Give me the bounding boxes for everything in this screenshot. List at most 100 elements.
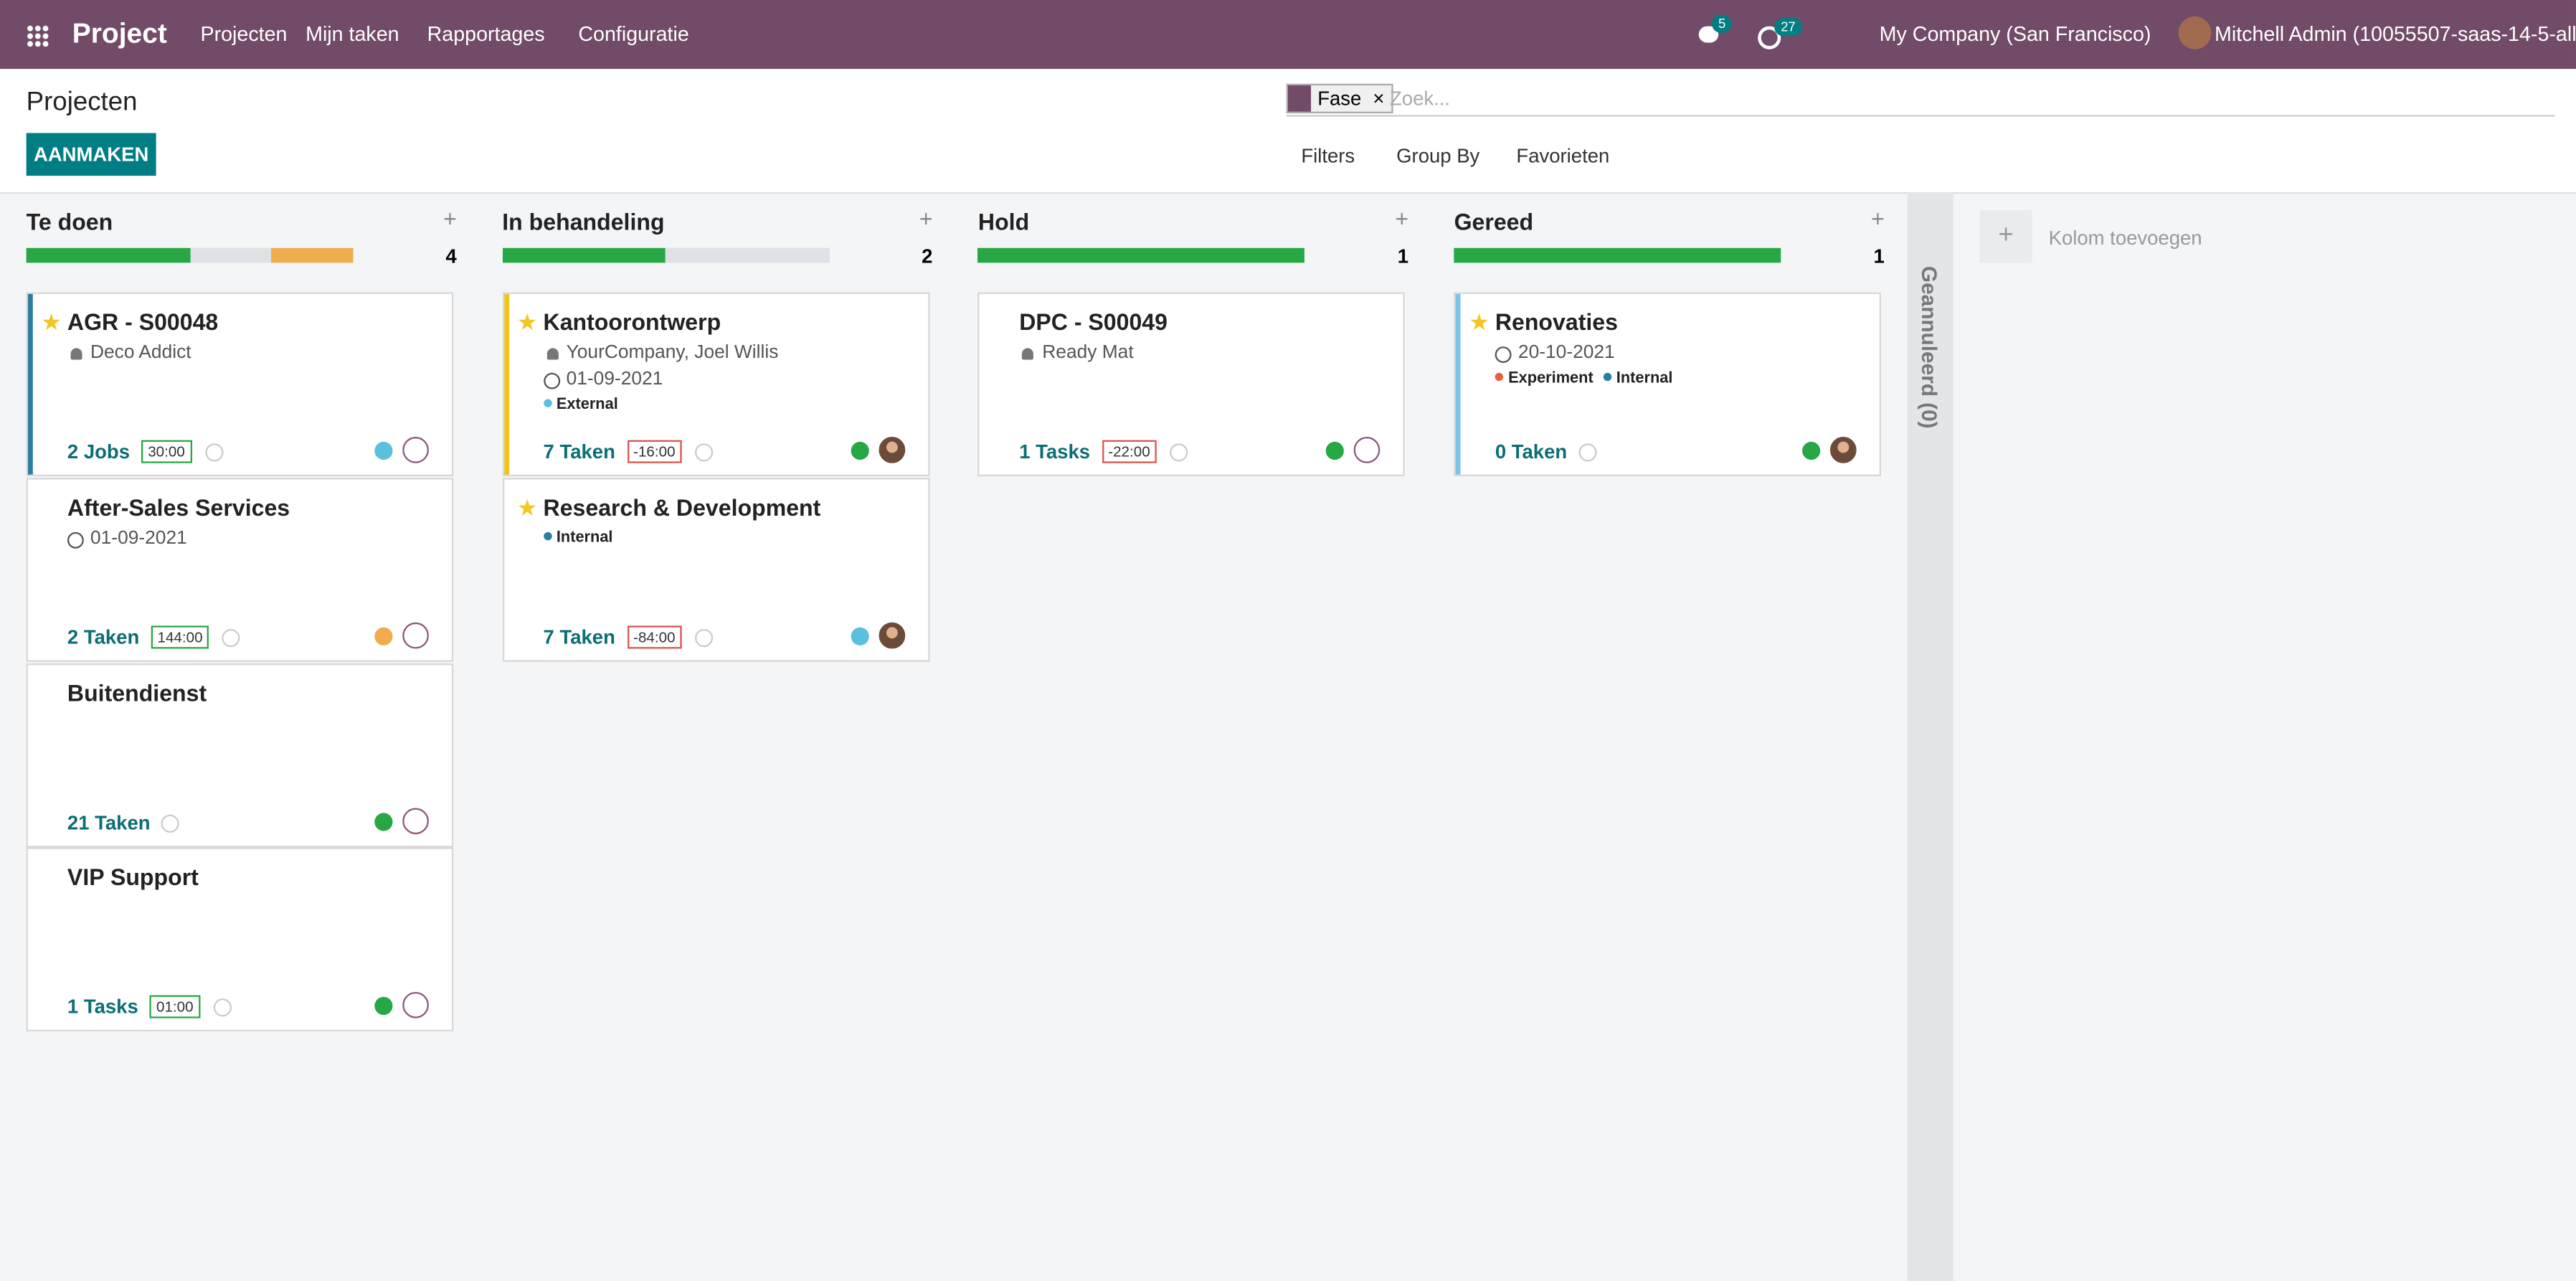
status-dot[interactable] [1326, 441, 1345, 460]
favorite-star[interactable]: ★ [516, 308, 538, 336]
menu-item[interactable]: Mijn taken [306, 23, 399, 47]
status-dot[interactable] [850, 441, 869, 460]
user-avatar[interactable] [2178, 16, 2212, 49]
progress-segment[interactable] [666, 247, 830, 263]
status-dot[interactable] [1802, 441, 1821, 460]
activities-icon[interactable]: 27 [1758, 18, 1802, 49]
tag: Internal [543, 528, 613, 547]
date: 01-09-2021 [67, 529, 187, 549]
favorite-star[interactable]: ★ [1469, 308, 1490, 336]
folded-column[interactable]: Geannuleerd (0) [1907, 192, 1954, 1281]
column-title[interactable]: Gereed [1454, 208, 1534, 235]
user-menu[interactable]: Mitchell Admin (10055507-saas-14-5-all) [2214, 23, 2576, 47]
project-card[interactable]: ★ AGR - S00048 Deco Addict 2 Jobs 30:00 [26, 292, 454, 477]
column-title[interactable]: In behandeling [502, 208, 665, 235]
activity-icon[interactable] [695, 443, 714, 462]
hours-badge: 144:00 [151, 625, 209, 648]
activity-icon[interactable] [695, 628, 714, 647]
task-count[interactable]: 21 Taken [67, 810, 151, 834]
app-name[interactable]: Project [72, 18, 167, 49]
column-title[interactable]: Te doen [26, 208, 113, 235]
search-facet[interactable]: Fase [1286, 83, 1393, 113]
progress-bar [977, 247, 1305, 263]
tag: Experiment [1495, 369, 1594, 387]
card-color-bar [503, 293, 509, 475]
hours-badge: 01:00 [149, 996, 200, 1019]
project-card[interactable]: ★ Research & Development Internal 7 Taken -8… [502, 477, 929, 662]
breadcrumb: Projecten [26, 88, 138, 117]
task-count[interactable]: 1 Tasks [67, 996, 138, 1019]
quick-create[interactable]: + [1871, 205, 1885, 232]
project-card[interactable]: ★ Kantoorontwerp YourCompany, Joel Willis 0… [502, 292, 929, 477]
project-card[interactable]: DPC - S00049 Ready Mat 1 Tasks -22:00 [977, 292, 1406, 477]
menu-item[interactable]: Projecten [200, 23, 288, 47]
activity-icon[interactable] [222, 628, 241, 647]
task-count[interactable]: 7 Taken [543, 440, 615, 463]
project-card[interactable]: After-Sales Services 01-09-2021 2 Taken 144… [26, 477, 454, 662]
project-card[interactable]: Buitendienst 21 Taken [26, 663, 454, 847]
customer: YourCompany, Joel Willis [544, 344, 778, 363]
hours-badge: 30:00 [141, 440, 191, 463]
progress-segment[interactable] [977, 247, 1305, 263]
task-count[interactable]: 7 Taken [543, 625, 615, 648]
progress-bar [502, 247, 830, 263]
activity-icon[interactable] [213, 999, 232, 1018]
project-card[interactable]: VIP Support 1 Tasks 01:00 [26, 848, 454, 1032]
tag-label: External [556, 395, 618, 415]
task-count[interactable]: 1 Tasks [1019, 440, 1091, 463]
assignee-avatar [1354, 437, 1381, 463]
navbar: Project Projecten Mijn taken Rapportages… [0, 0, 2576, 70]
column-count: 1 [1873, 245, 1885, 268]
project-name: AGR - S00048 [67, 308, 219, 336]
quick-create[interactable]: + [443, 205, 457, 232]
filters-button[interactable]: Filters [1301, 144, 1355, 168]
quick-create[interactable]: + [1395, 205, 1409, 232]
customer: Ready Mat [1019, 344, 1134, 363]
column-count: 1 [1397, 245, 1409, 268]
status-dot[interactable] [374, 441, 393, 460]
column-count: 4 [445, 245, 457, 268]
assignee-avatar [878, 437, 905, 463]
activity-icon[interactable] [1170, 443, 1188, 462]
activity-icon[interactable] [1578, 443, 1597, 462]
task-count[interactable]: 2 Taken [67, 625, 140, 648]
tag-label: Internal [556, 528, 613, 547]
progress-segment[interactable] [502, 247, 666, 263]
column-count: 2 [922, 245, 933, 268]
status-dot[interactable] [850, 627, 869, 646]
create-button[interactable]: AANMAKEN [26, 133, 156, 176]
task-count[interactable]: 0 Taken [1495, 440, 1568, 463]
status-dot[interactable] [374, 627, 393, 646]
menu-item[interactable]: Configuratie [578, 23, 689, 47]
search-placeholder: Zoek... [1390, 87, 1451, 110]
task-count[interactable]: 2 Jobs [67, 440, 131, 463]
tags: Experiment Internal [1495, 369, 1682, 387]
project-card[interactable]: ★ Renovaties 20-10-2021 Experiment Internal 0… [1454, 292, 1882, 477]
project-name: Renovaties [1495, 308, 1618, 336]
tags: External [543, 395, 628, 415]
project-name: After-Sales Services [67, 493, 290, 521]
activity-icon[interactable] [204, 443, 223, 462]
status-dot[interactable] [374, 812, 393, 831]
project-name: VIP Support [67, 864, 199, 891]
apps-menu[interactable] [26, 24, 49, 48]
status-dot[interactable] [374, 997, 393, 1016]
assignee-avatar [402, 807, 429, 834]
menu-item[interactable]: Rapportages [427, 23, 545, 47]
favorite-star[interactable]: ★ [516, 493, 538, 521]
progress-segment[interactable] [189, 247, 272, 263]
search-bar[interactable]: Fase Zoek... [1286, 82, 2555, 117]
group-by-button[interactable]: Group By [1396, 144, 1480, 168]
progress-segment[interactable] [26, 247, 190, 263]
progress-segment[interactable] [1454, 247, 1781, 263]
favorites-button[interactable]: Favorieten [1516, 144, 1610, 168]
progress-segment[interactable] [271, 247, 354, 263]
favorite-star[interactable]: ★ [41, 308, 62, 336]
column-title[interactable]: Hold [977, 208, 1030, 235]
company-switcher[interactable]: My Company (San Francisco) [1879, 23, 2151, 47]
messages-icon[interactable]: 5 [1698, 14, 1733, 43]
quick-create[interactable]: + [919, 205, 933, 232]
activity-icon[interactable] [161, 813, 180, 832]
